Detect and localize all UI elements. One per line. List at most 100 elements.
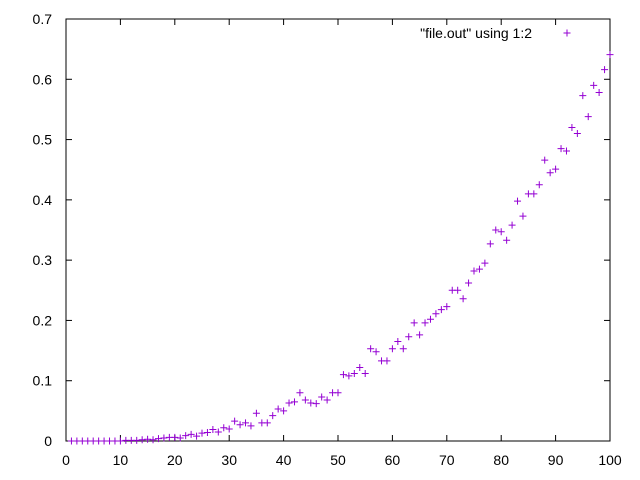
data-point	[486, 240, 494, 248]
data-point	[557, 145, 565, 153]
data-point	[220, 424, 228, 432]
data-point	[437, 306, 445, 314]
data-point	[280, 407, 288, 415]
data-point	[552, 165, 560, 173]
data-point	[562, 147, 570, 155]
data-point	[459, 295, 467, 303]
x-tick-label: 80	[493, 452, 509, 468]
data-point	[160, 434, 168, 442]
data-point	[530, 190, 538, 198]
data-point	[508, 221, 516, 229]
data-point	[595, 89, 603, 97]
data-point	[514, 197, 522, 205]
data-point	[242, 419, 250, 427]
data-point	[388, 345, 396, 353]
data-point	[225, 425, 233, 433]
data-point	[138, 436, 146, 444]
data-point	[410, 319, 418, 327]
data-point	[187, 430, 195, 438]
data-point	[318, 393, 326, 401]
data-point	[590, 81, 598, 89]
data-point	[361, 369, 369, 377]
data-point	[584, 113, 592, 121]
data-point	[203, 429, 211, 437]
data-point	[421, 319, 429, 327]
x-tick-label: 50	[330, 452, 346, 468]
x-tick-label: 90	[548, 452, 564, 468]
data-point	[339, 371, 347, 379]
data-point	[263, 419, 271, 427]
data-point	[171, 433, 179, 441]
data-point	[426, 315, 434, 323]
data-point	[541, 156, 549, 164]
data-point	[443, 303, 451, 311]
legend: "file.out" using 1:2	[420, 25, 571, 41]
data-point	[432, 310, 440, 318]
data-point	[546, 169, 554, 177]
data-point	[236, 421, 244, 429]
data-point	[399, 345, 407, 353]
y-tick-label: 0.5	[33, 132, 53, 148]
data-point	[383, 357, 391, 365]
data-point	[356, 363, 364, 371]
data-point	[372, 348, 380, 356]
x-tick-label: 70	[439, 452, 455, 468]
data-point	[296, 389, 304, 397]
x-tick-label: 60	[385, 452, 401, 468]
y-tick-label: 0.4	[33, 192, 53, 208]
data-point	[503, 236, 511, 244]
data-point	[116, 437, 124, 445]
data-point	[454, 286, 462, 294]
data-point	[193, 432, 201, 440]
data-point	[519, 212, 527, 220]
data-point	[154, 435, 162, 443]
data-point	[492, 226, 500, 234]
data-point	[416, 331, 424, 339]
y-tick-label: 0.1	[33, 373, 53, 389]
x-tick-label: 20	[167, 452, 183, 468]
data-point	[481, 259, 489, 267]
y-tick-label: 0.3	[33, 252, 53, 268]
data-point	[285, 399, 293, 407]
data-point	[274, 405, 282, 413]
y-tick-label: 0.6	[33, 71, 53, 87]
y-tick-label: 0.2	[33, 312, 53, 328]
data-point	[231, 417, 239, 425]
axis-tick-labels: 0 10 20 30 40 50 60 70 80 90 100 0 0.1 0.2 0.3 0.4 0.5 0.…	[33, 11, 622, 468]
data-point	[568, 124, 576, 132]
data-point	[149, 436, 157, 444]
x-tick-label: 30	[221, 452, 237, 468]
data-point	[247, 422, 255, 430]
data-point	[345, 372, 353, 380]
data-point	[307, 399, 315, 407]
data-point	[470, 267, 478, 275]
x-tick-label: 40	[276, 452, 292, 468]
data-point	[182, 432, 190, 440]
data-point	[465, 279, 473, 287]
data-point	[573, 130, 581, 138]
data-point	[323, 396, 331, 404]
data-point	[334, 389, 342, 397]
data-point	[394, 338, 402, 346]
data-point	[350, 369, 358, 377]
y-tick-label: 0	[44, 433, 52, 449]
data-point	[301, 396, 309, 404]
data-point	[535, 181, 543, 189]
x-tick-label: 10	[113, 452, 129, 468]
data-points	[67, 51, 614, 445]
data-point	[176, 434, 184, 442]
data-point	[209, 426, 217, 434]
legend-label: "file.out" using 1:2	[420, 25, 532, 41]
data-point	[133, 436, 141, 444]
data-point	[144, 435, 152, 443]
data-point	[214, 428, 222, 436]
data-point	[497, 228, 505, 236]
data-point	[606, 51, 614, 59]
x-tick-label: 100	[598, 452, 622, 468]
data-point	[269, 412, 277, 420]
data-point	[405, 333, 413, 341]
data-point	[579, 92, 587, 100]
data-point	[290, 398, 298, 406]
